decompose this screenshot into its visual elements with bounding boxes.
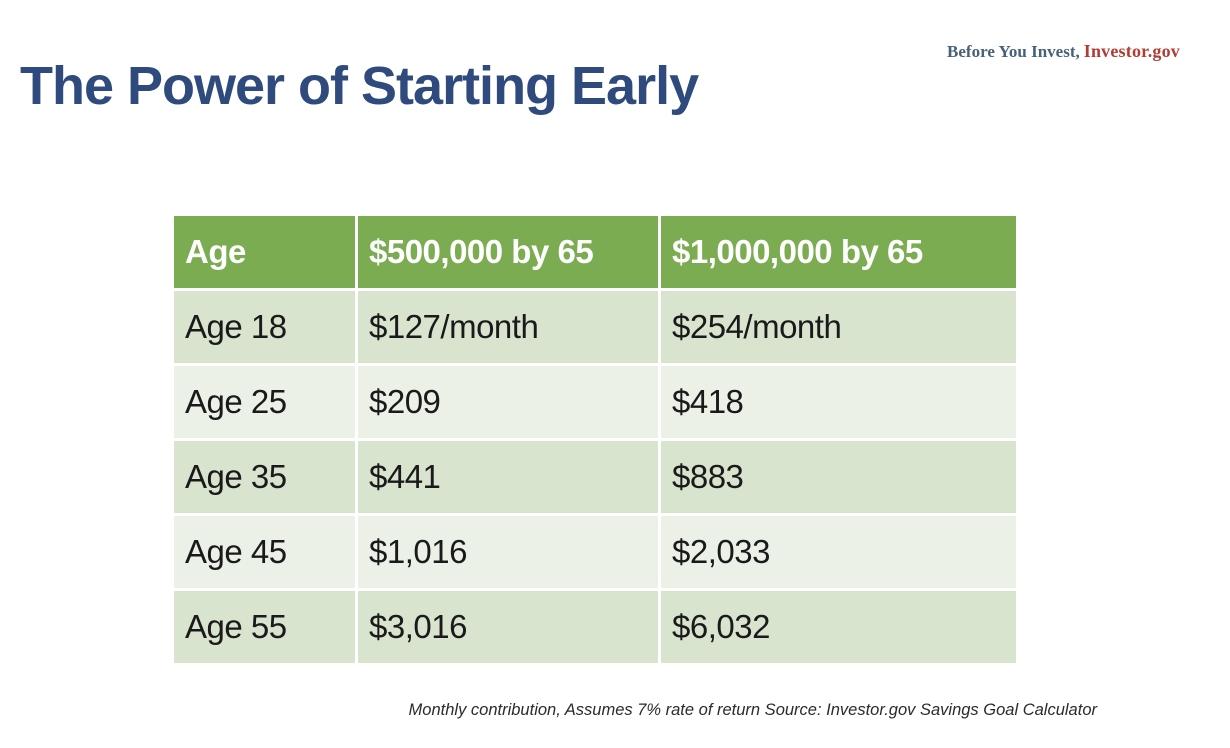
table-row-age18-500k: $127/month — [358, 291, 658, 363]
table-row-age45-500k: $1,016 — [358, 516, 658, 588]
column-header-1m: $1,000,000 by 65 — [661, 216, 1016, 288]
logo-brand: Investor.gov — [1083, 41, 1180, 61]
table-row-age18-1m: $254/month — [661, 291, 1016, 363]
table-row-age35-500k: $441 — [358, 441, 658, 513]
table-row-age45-1m: $2,033 — [661, 516, 1016, 588]
table-row-age18-label: Age 18 — [174, 291, 355, 363]
table-row-age55-label: Age 55 — [174, 591, 355, 663]
logo-tagline: Before You Invest, — [947, 42, 1080, 61]
table-row-age55-1m: $6,032 — [661, 591, 1016, 663]
table-row-age25-500k: $209 — [358, 366, 658, 438]
table-row-age35-label: Age 35 — [174, 441, 355, 513]
investor-gov-logo: Before You Invest, Investor.gov — [947, 41, 1180, 62]
table-row-age25-label: Age 25 — [174, 366, 355, 438]
table-row-age55-500k: $3,016 — [358, 591, 658, 663]
contributions-table: Age $500,000 by 65 $1,000,000 by 65 Age … — [174, 216, 1016, 663]
table-row-age45-label: Age 45 — [174, 516, 355, 588]
column-header-age: Age — [174, 216, 355, 288]
table-row-age25-1m: $418 — [661, 366, 1016, 438]
table-row-age35-1m: $883 — [661, 441, 1016, 513]
page-title: The Power of Starting Early — [20, 56, 699, 116]
column-header-500k: $500,000 by 65 — [358, 216, 658, 288]
source-footnote: Monthly contribution, Assumes 7% rate of… — [408, 701, 1097, 719]
